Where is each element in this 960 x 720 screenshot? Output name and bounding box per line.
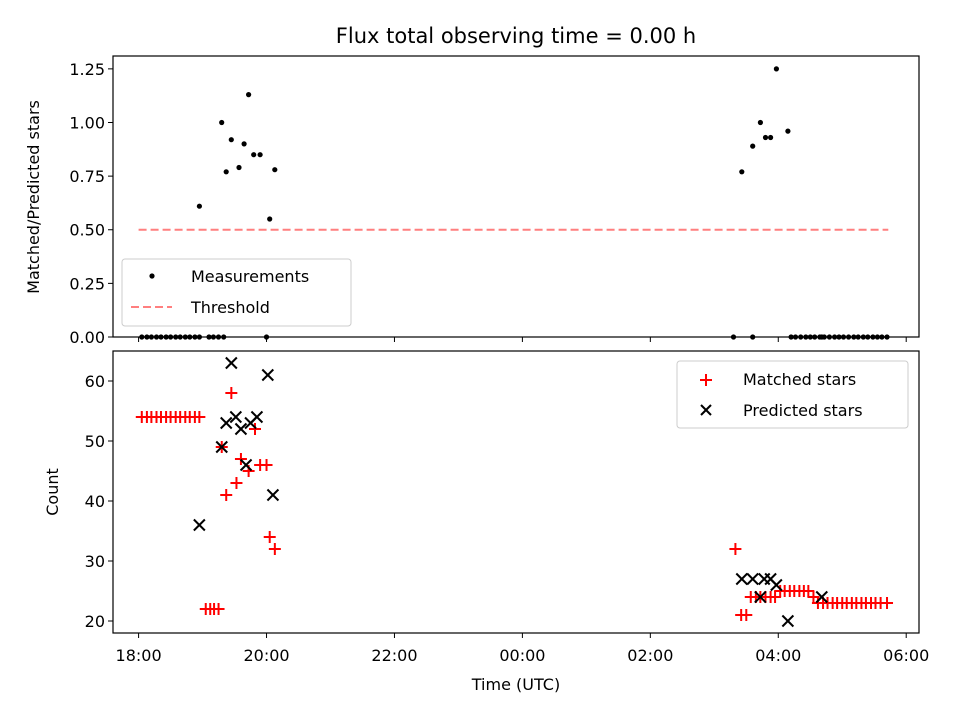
predicted-star-point [250, 410, 264, 424]
predicted-star-point [261, 368, 275, 382]
measurement-point [219, 119, 225, 126]
measurement-point [739, 169, 745, 175]
bottom-legend-box [676, 360, 909, 429]
measurement-point [236, 164, 242, 171]
predicted-star-point [770, 578, 783, 592]
bottom-ytick-label: 30 [85, 552, 105, 571]
top-ytick-label: 1.25 [69, 60, 105, 79]
matched-star-point [225, 387, 238, 399]
predicted-star-point [815, 590, 828, 604]
top-ytick-label: 0.50 [69, 221, 105, 240]
measurement-point [750, 143, 756, 149]
bottom-ylabel: Count [43, 468, 62, 516]
top-ylabel: Matched/Predicted stars [24, 100, 43, 294]
matched-star-point [268, 543, 281, 555]
measurement-point [241, 141, 247, 147]
measurement-point [762, 134, 769, 141]
measurement-point [757, 119, 764, 126]
matched-star-point [234, 453, 247, 465]
matched-star-point [260, 459, 273, 471]
predicted-star-point [781, 614, 795, 628]
bottom-marks [135, 356, 894, 628]
predicted-star-point [234, 422, 248, 436]
matched-star-point [740, 609, 753, 621]
legend-threshold-label: Threshold [190, 298, 270, 317]
chart-title: Flux total observing time = 0.00 h [336, 24, 696, 48]
bottom-xtick-label: 00:00 [499, 646, 545, 665]
predicted-star-point [746, 572, 759, 586]
top-panel: 0.00 0.25 0.50 0.75 1.00 1.25 Matched/Predict… [24, 55, 920, 347]
predicted-star-point [225, 356, 238, 370]
top-ytick-label: 0.00 [69, 328, 105, 347]
predicted-star-point [215, 440, 228, 454]
matched-star-point [729, 543, 742, 555]
matched-star-point [193, 411, 206, 423]
bottom-legend: Matched stars Predicted stars [676, 360, 909, 429]
predicted-star-point [735, 572, 749, 586]
predicted-star-point [193, 518, 206, 532]
bottom-xlabel: Time (UTC) [471, 675, 560, 694]
matched-star-point [249, 423, 262, 435]
predicted-star-point [220, 416, 233, 430]
legend-measurements-marker [149, 273, 155, 279]
measurement-point [267, 216, 273, 222]
top-ticks: 0.00 0.25 0.50 0.75 1.00 1.25 [69, 60, 907, 347]
bottom-ytick-label: 40 [85, 492, 105, 511]
measurement-point [768, 134, 774, 141]
measurement-point [196, 203, 202, 209]
measurement-point [773, 66, 780, 72]
measurement-point [257, 152, 263, 158]
bottom-xtick-label: 06:00 [883, 646, 929, 665]
legend-predicted-marker [700, 404, 712, 416]
bottom-ytick-label: 50 [85, 432, 105, 451]
legend-matched-label: Matched stars [743, 370, 856, 389]
measurement-point [228, 137, 234, 143]
bottom-xtick-label: 18:00 [116, 646, 162, 665]
legend-measurements-label: Measurements [191, 267, 309, 286]
top-legend: Measurements Threshold [121, 258, 352, 327]
bottom-ytick-label: 20 [85, 612, 105, 631]
top-ytick-label: 1.00 [69, 113, 105, 132]
bottom-xtick-label: 22:00 [371, 646, 417, 665]
top-ytick-label: 0.25 [69, 274, 105, 293]
predicted-star-point [239, 458, 253, 472]
measurement-point [251, 152, 257, 158]
top-ytick-label: 0.75 [69, 167, 105, 186]
predicted-star-point [266, 488, 280, 502]
bottom-axes-frame [112, 350, 920, 634]
bottom-ticks: 20 30 40 50 60 18:00 20:00 22:00 00:00 02:00 04:00… [85, 372, 930, 665]
bottom-ytick-label: 60 [85, 372, 105, 391]
bottom-panel: 20 30 40 50 60 18:00 20:00 22:00 00:00 02:00 04:00… [43, 350, 930, 694]
matched-star-point [769, 591, 782, 603]
matched-star-point [230, 477, 243, 489]
bottom-xtick-label: 20:00 [243, 646, 289, 665]
top-legend-box [121, 258, 352, 327]
matched-star-point [881, 597, 894, 609]
matched-star-point [220, 489, 233, 501]
legend-matched-marker [700, 374, 712, 386]
measurement-point [223, 169, 229, 175]
predicted-star-point [229, 410, 243, 424]
legend-predicted-label: Predicted stars [743, 401, 863, 420]
bottom-xtick-label: 02:00 [627, 646, 673, 665]
measurement-point [785, 128, 791, 134]
bottom-xtick-label: 04:00 [755, 646, 801, 665]
measurement-point [272, 167, 278, 173]
top-axes-frame [112, 55, 920, 338]
matched-star-point [802, 585, 815, 597]
measurement-point [246, 92, 252, 98]
matched-star-point [263, 531, 276, 543]
predicted-star-point [754, 590, 767, 604]
matched-star-point [212, 603, 225, 615]
